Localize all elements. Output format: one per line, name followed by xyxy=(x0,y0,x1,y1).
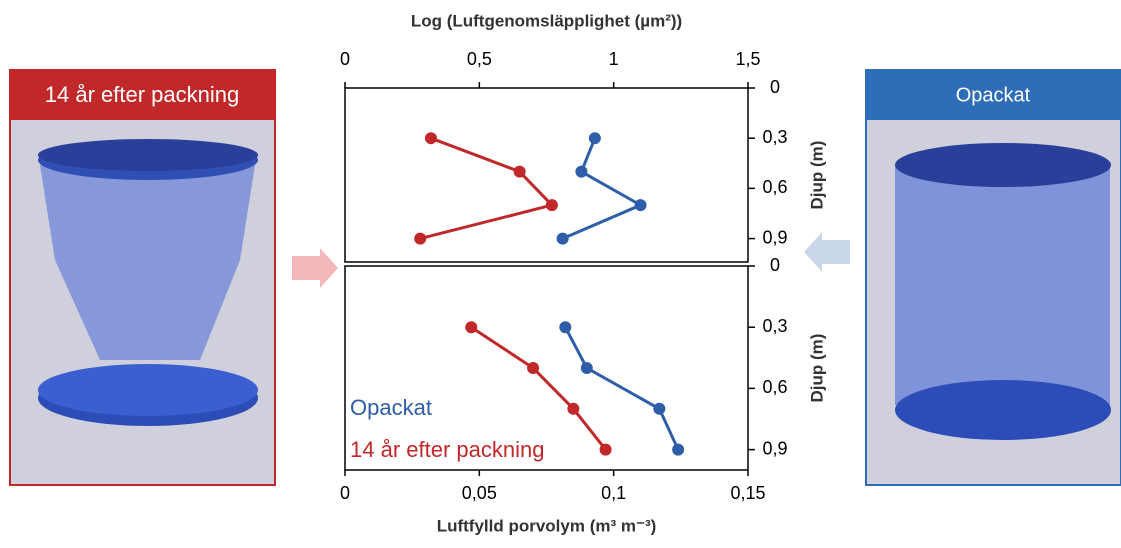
legend-entry: Opackat xyxy=(350,395,432,420)
arrow-left xyxy=(804,232,850,272)
left-panel-title: 14 år efter packning xyxy=(45,82,239,107)
uncompacted-core-image xyxy=(895,143,1111,440)
data-point xyxy=(545,199,558,212)
data-point xyxy=(575,165,588,178)
data-point xyxy=(424,132,437,145)
data-point xyxy=(414,232,427,245)
y-tick-label: 0,3 xyxy=(762,127,787,147)
data-point xyxy=(513,165,526,178)
y-tick-label: 0 xyxy=(770,77,780,97)
x-axis-label: Luftfylld porvolym (m³ m⁻³) xyxy=(437,516,657,535)
y-axis-label: Djup (m) xyxy=(807,141,826,210)
data-point xyxy=(588,132,601,145)
x-tick-label: 0,5 xyxy=(467,49,492,69)
y-tick-label: 0,6 xyxy=(762,377,787,397)
plot-frame xyxy=(344,87,749,263)
data-point xyxy=(634,199,647,212)
data-point xyxy=(580,362,593,374)
right-panel-title: Opackat xyxy=(956,84,1031,106)
x-tick-label: 0,05 xyxy=(462,483,497,503)
data-point xyxy=(599,443,612,456)
x-axis-label: Log (Luftgenomsläpplighet (µm²)) xyxy=(411,11,682,30)
y-tick-label: 0,6 xyxy=(762,177,787,197)
plot-frame xyxy=(344,265,749,471)
y-tick-label: 0,3 xyxy=(762,316,787,336)
legend-entry: 14 år efter packning xyxy=(350,437,544,462)
x-tick-label: 0,15 xyxy=(730,483,765,503)
x-tick-label: 1 xyxy=(609,49,619,69)
y-tick-label: 0,9 xyxy=(762,227,787,247)
compacted-core-image xyxy=(38,139,258,426)
series-line xyxy=(562,137,644,240)
x-tick-label: 0 xyxy=(340,49,350,69)
y-tick-label: 0,9 xyxy=(762,438,787,458)
x-tick-label: 0 xyxy=(340,483,350,503)
data-point xyxy=(527,362,540,374)
y-tick-label: 0 xyxy=(770,255,780,275)
series-line xyxy=(470,325,607,451)
right-panel-header xyxy=(866,70,1121,120)
left-panel-header xyxy=(10,70,275,120)
data-point xyxy=(672,443,685,456)
data-point xyxy=(567,402,580,415)
data-point xyxy=(465,321,478,334)
data-point xyxy=(559,321,572,334)
data-point xyxy=(556,232,569,245)
x-tick-label: 1,5 xyxy=(735,49,760,69)
data-point xyxy=(653,402,666,415)
series-line xyxy=(419,136,555,241)
series-line xyxy=(563,326,680,451)
y-axis-label: Djup (m) xyxy=(807,334,826,403)
arrow-right xyxy=(292,248,338,288)
x-tick-label: 0,1 xyxy=(601,483,626,503)
